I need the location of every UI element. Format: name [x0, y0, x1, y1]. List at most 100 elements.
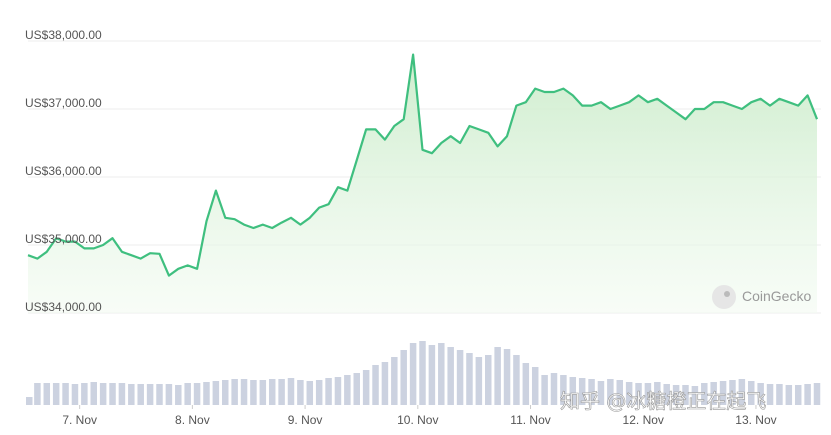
y-tick-label: US$36,000.00 [25, 164, 102, 178]
volume-bar [372, 365, 379, 405]
volume-bar [212, 381, 220, 405]
volume-bar [475, 357, 483, 405]
volume-bar [175, 385, 182, 405]
volume-bar [26, 397, 33, 405]
volume-bar [719, 381, 727, 405]
logo: CoinGecko [712, 285, 811, 309]
labels: US$34,000.00 US$35,000.00 US$36,000.00 US$3… [25, 28, 777, 427]
volume-bar [118, 383, 126, 405]
volume-bar [334, 377, 342, 405]
volume-bar [485, 355, 492, 405]
volume-bar [578, 378, 586, 405]
volume-bar [353, 373, 360, 405]
volume-bar [503, 349, 511, 405]
volume-bar [729, 380, 736, 405]
volume-bar [156, 384, 163, 405]
price-area [28, 54, 817, 313]
volume-bar [315, 380, 323, 405]
logo-eye [724, 291, 730, 297]
volume-bar [710, 382, 717, 405]
volume-bar [691, 386, 699, 405]
volume-bar [146, 384, 154, 405]
volume-bar [419, 341, 426, 405]
volume-bar [400, 350, 407, 405]
volume-bar [43, 383, 51, 405]
volume-bar [297, 380, 304, 405]
volume-bar [701, 383, 708, 405]
volume-bar [428, 345, 436, 405]
volume-bar [325, 378, 332, 405]
volume-bar [438, 343, 445, 405]
volume-bar [306, 381, 314, 405]
volume-bar [625, 382, 633, 405]
volume-bar [34, 383, 41, 405]
volume-bar [672, 385, 680, 405]
volume-bar [259, 380, 267, 405]
watermark: 知乎 @冰糖橙正在起飞 [560, 389, 766, 413]
volume-bar [588, 379, 595, 405]
volume-bar [597, 381, 605, 405]
volume-bar [240, 379, 248, 405]
y-tick-label: US$37,000.00 [25, 96, 102, 110]
x-tick-label: 8. Nov [175, 413, 210, 427]
volume-bar [794, 385, 802, 405]
volume-bar [109, 383, 116, 405]
volume-bars [26, 341, 821, 405]
volume-bar [560, 375, 567, 405]
x-tick-label: 13. Nov [735, 413, 776, 427]
volume-bar [738, 379, 746, 405]
volume-bar [52, 383, 60, 405]
x-tick-label: 7. Nov [62, 413, 97, 427]
volume-bar [531, 367, 539, 405]
volume-bar [513, 355, 520, 405]
volume-bar [550, 373, 558, 405]
volume-bar [287, 378, 295, 405]
volume-bar [344, 375, 351, 405]
volume-bar [813, 383, 821, 405]
volume-bar [362, 370, 370, 405]
plot [27, 53, 819, 313]
volume-bar [71, 384, 79, 405]
price-line [27, 53, 819, 277]
logo-icon [712, 285, 736, 309]
volume-bar [128, 384, 135, 405]
volume-bar [99, 383, 107, 405]
volume-bar [663, 384, 670, 405]
volume-bar [137, 384, 144, 405]
volume-bar [635, 383, 642, 405]
volume-bar [165, 384, 173, 405]
volume-bar [456, 350, 464, 405]
volume-bar [682, 385, 689, 405]
volume-bar [644, 383, 652, 405]
volume-bar [541, 375, 548, 405]
volume-bar [494, 347, 501, 405]
x-tick-label: 9. Nov [288, 413, 323, 427]
volume-bar [90, 382, 97, 405]
volume-bar [447, 347, 454, 405]
volume-bar [748, 381, 755, 405]
volume-bar [278, 379, 285, 405]
volume-bar [268, 379, 276, 405]
volume-bar [381, 362, 389, 405]
volume-bar [222, 380, 229, 405]
logo-text: CoinGecko [742, 288, 811, 304]
volume-bar [391, 357, 398, 405]
volume-bar [193, 383, 201, 405]
volume-bar [757, 383, 764, 405]
volume-bar [569, 377, 577, 405]
y-tick-label: US$34,000.00 [25, 300, 102, 314]
volume-bar [654, 382, 661, 405]
y-tick-label: US$35,000.00 [25, 232, 102, 246]
volume-bar [522, 363, 530, 405]
volume-bar [607, 379, 614, 405]
x-tick-label: 11. Nov [510, 413, 550, 427]
volume-bar [466, 353, 473, 405]
volume-bar [203, 382, 210, 405]
volume-bar [231, 379, 238, 405]
volume-bar [250, 380, 257, 405]
volume-bar [409, 343, 417, 405]
x-tick-label: 12. Nov [623, 413, 664, 427]
volume-bar [616, 380, 623, 405]
volume-bar [81, 383, 88, 405]
